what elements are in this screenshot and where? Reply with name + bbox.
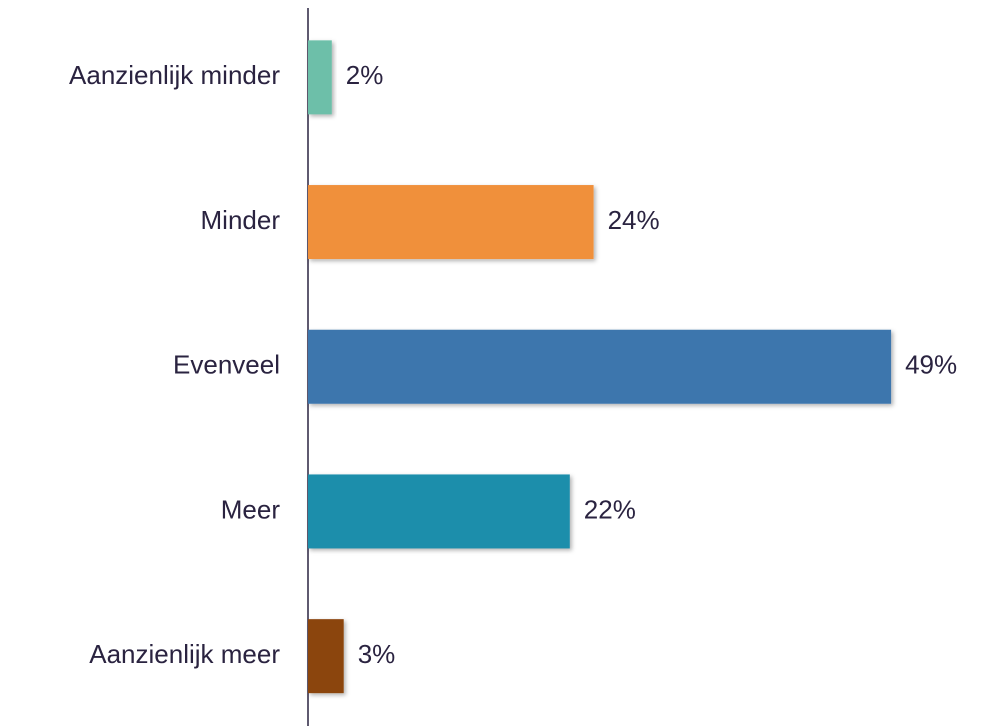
category-label: Aanzienlijk minder (69, 60, 280, 90)
category-label: Evenveel (173, 350, 280, 380)
value-label: 3% (358, 639, 396, 669)
value-label: 22% (584, 494, 636, 524)
value-label: 2% (346, 60, 384, 90)
category-label: Aanzienlijk meer (89, 639, 280, 669)
category-label: Minder (201, 205, 281, 235)
value-label: 24% (608, 205, 660, 235)
bar (308, 619, 344, 694)
bar (308, 474, 570, 549)
value-label: 49% (905, 350, 957, 380)
bar (308, 40, 332, 115)
category-label: Meer (221, 494, 281, 524)
bar (308, 329, 892, 404)
bar (308, 185, 594, 260)
